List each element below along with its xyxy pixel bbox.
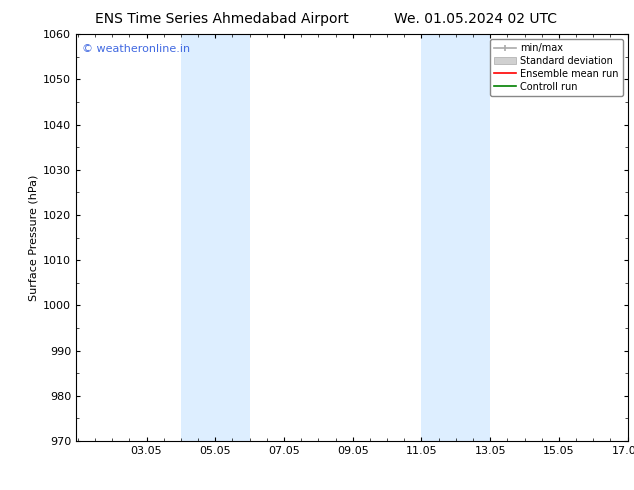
Y-axis label: Surface Pressure (hPa): Surface Pressure (hPa) (29, 174, 39, 301)
Legend: min/max, Standard deviation, Ensemble mean run, Controll run: min/max, Standard deviation, Ensemble me… (490, 39, 623, 96)
Bar (181, 34, 250, 441)
Text: We. 01.05.2024 02 UTC: We. 01.05.2024 02 UTC (394, 12, 557, 26)
Text: ENS Time Series Ahmedabad Airport: ENS Time Series Ahmedabad Airport (95, 12, 349, 26)
Bar (422, 34, 490, 441)
Text: © weatheronline.in: © weatheronline.in (82, 45, 190, 54)
